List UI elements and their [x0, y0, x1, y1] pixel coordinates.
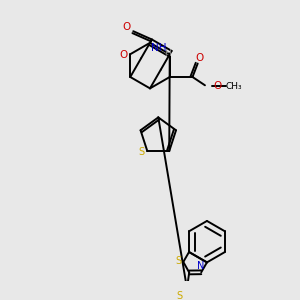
Text: N: N	[196, 261, 204, 271]
Text: S: S	[138, 147, 144, 157]
Text: NH: NH	[151, 43, 166, 53]
Text: O: O	[213, 81, 221, 91]
Text: O: O	[196, 53, 204, 63]
Text: S: S	[177, 291, 183, 300]
Text: S: S	[175, 256, 181, 266]
Text: H: H	[164, 49, 171, 58]
Text: CH₃: CH₃	[226, 82, 242, 91]
Text: O: O	[122, 22, 130, 32]
Text: O: O	[119, 50, 127, 60]
